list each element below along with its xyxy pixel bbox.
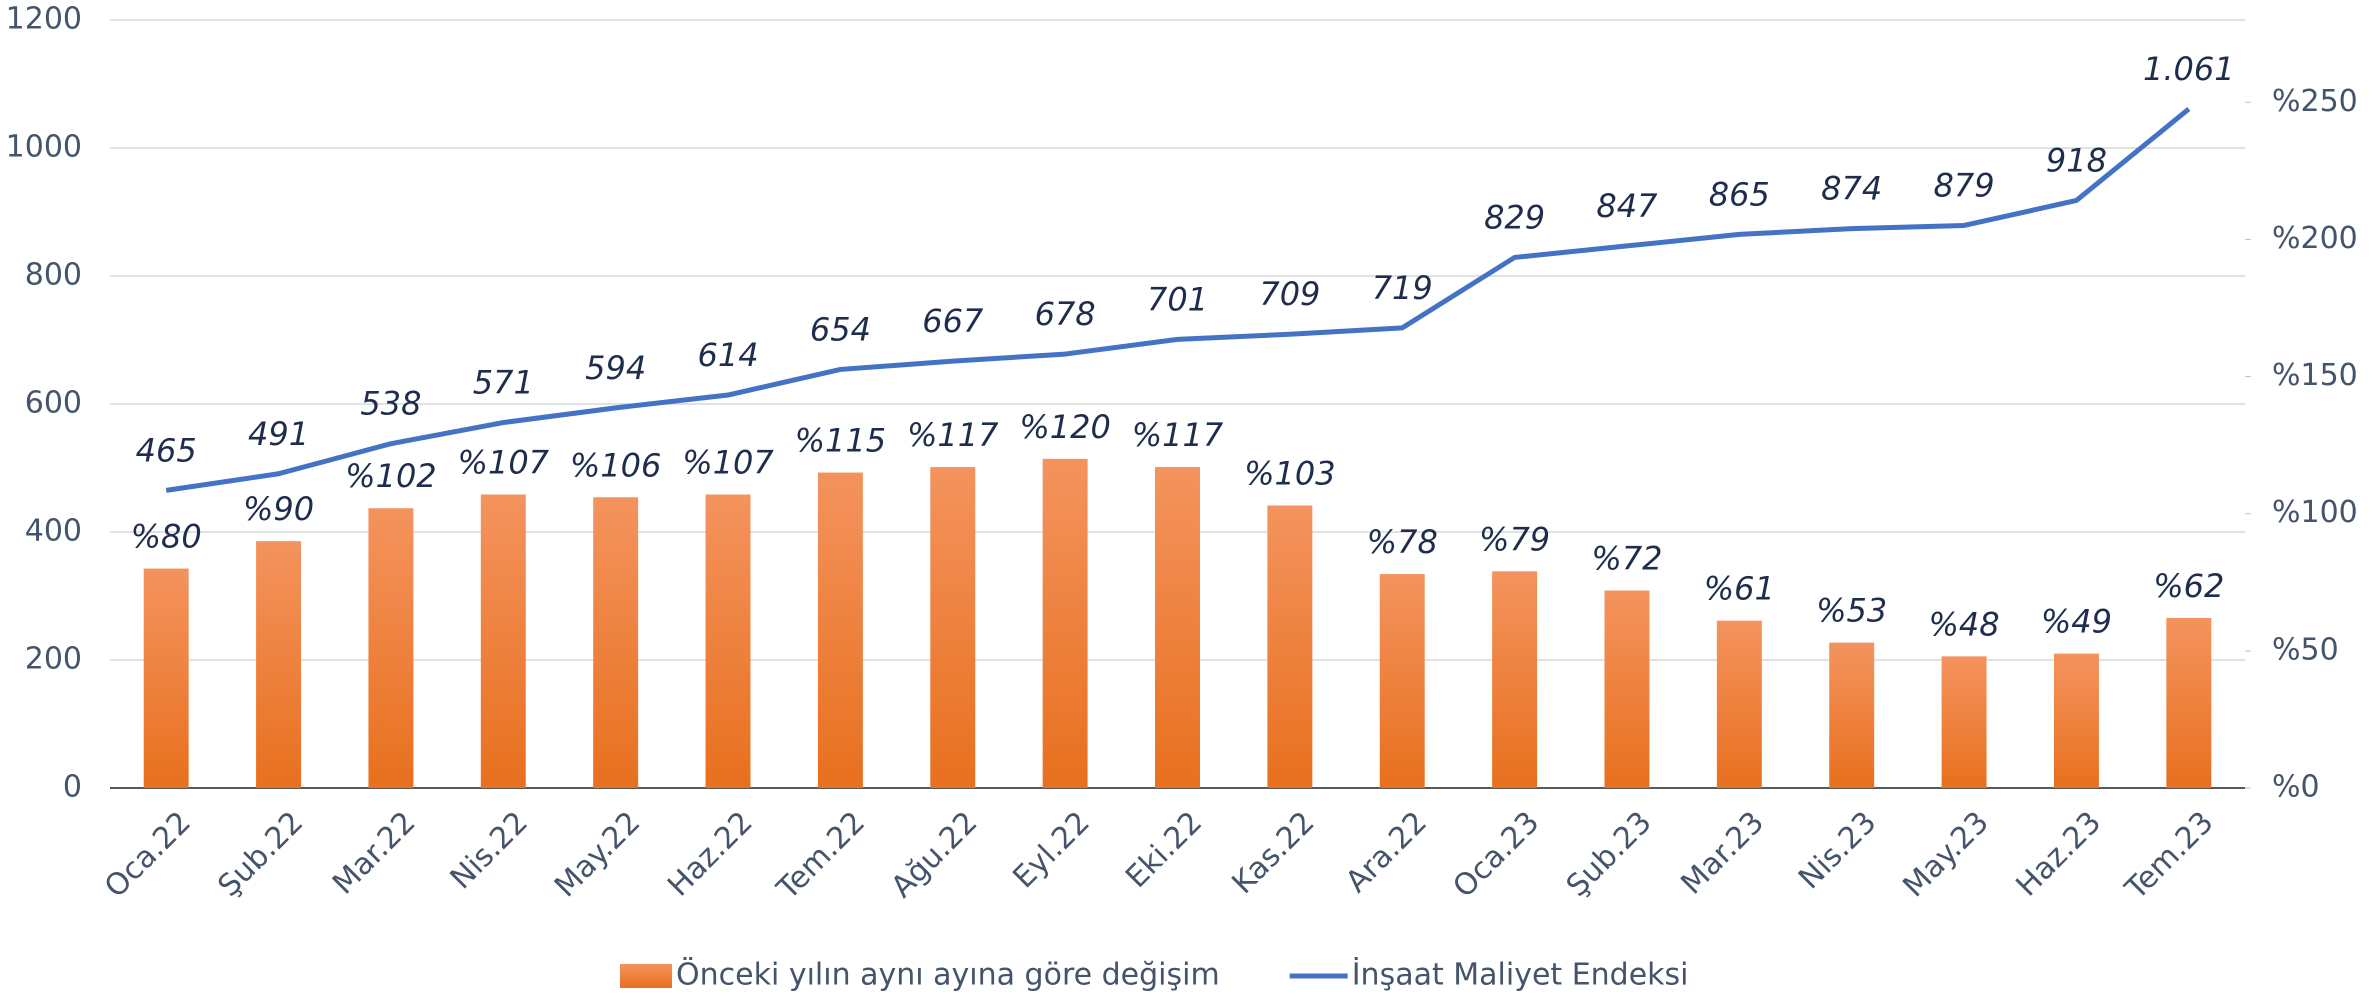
line-value-label: 654 [810, 310, 871, 348]
y2-tick-label: %150 [2272, 358, 2358, 393]
line-value-label: 465 [136, 431, 197, 469]
bar [2053, 653, 2099, 788]
line-value-label: 879 [1934, 166, 1995, 204]
x-tick-label: Haz.22 [661, 805, 760, 904]
x-tick-label: Ara.22 [1339, 805, 1434, 900]
bar [368, 508, 414, 788]
bar-value-label: %120 [1019, 408, 1110, 446]
bar [1829, 642, 1875, 788]
line-value-label: 829 [1484, 198, 1545, 236]
y-tick-label: 0 [63, 770, 82, 805]
x-tick-label: Mar.23 [1674, 805, 1771, 902]
y2-tick-label: %0 [2272, 770, 2320, 805]
bar [256, 541, 302, 788]
y2-tick-label: %100 [2272, 495, 2358, 530]
bar-value-label: %107 [458, 444, 550, 482]
x-tick-label: Haz.23 [2010, 805, 2109, 904]
y-tick-label: 1000 [6, 130, 82, 165]
line-value-label: 614 [697, 336, 758, 374]
bar-value-label: %90 [243, 490, 314, 528]
bar-value-label: %115 [795, 422, 886, 460]
legend-label: Önceki yılın aynı ayına göre değişim [676, 957, 1220, 993]
x-tick-label: May.23 [1896, 805, 1995, 904]
y-tick-label: 1200 [6, 2, 82, 37]
line-value-label: 918 [2046, 141, 2107, 179]
y-tick-label: 400 [25, 514, 82, 549]
x-tick-label: Tem.22 [770, 805, 872, 907]
bar [1155, 467, 1200, 788]
line-value-label: 709 [1259, 275, 1320, 313]
bar [705, 494, 751, 788]
line-value-label: 667 [922, 302, 984, 340]
x-tick-label: Eki.22 [1119, 805, 1209, 895]
bar [1716, 620, 1762, 788]
x-tick-label: Kas.22 [1225, 805, 1321, 901]
y-tick-label: 200 [25, 642, 82, 677]
x-tick-label: Oca.22 [98, 805, 198, 905]
line-value-label: 538 [360, 385, 421, 423]
bar-value-label: %102 [345, 457, 436, 495]
legend-swatch [620, 964, 672, 988]
x-tick-label: Şub.23 [1560, 805, 1659, 904]
line-value-label: 865 [1709, 175, 1770, 213]
bar [1379, 574, 1425, 788]
bar-value-label: %79 [1479, 520, 1550, 558]
x-tick-label: Şub.22 [211, 805, 310, 904]
x-tick-label: May.22 [548, 805, 647, 904]
line-value-label: 719 [1372, 269, 1433, 307]
bar-value-label: %49 [2041, 603, 2112, 641]
bar-value-label: %117 [907, 416, 999, 454]
x-tick-label: Nis.23 [1792, 805, 1883, 896]
line-value-label: 491 [248, 415, 309, 453]
bar [1941, 656, 1987, 788]
bar-value-label: %107 [682, 444, 774, 482]
y2-tick-label: %50 [2272, 632, 2339, 667]
x-tick-label: Tem.23 [2118, 805, 2220, 907]
bar [1604, 590, 1650, 788]
bar-value-label: %103 [1244, 454, 1335, 492]
bar [1042, 458, 1088, 788]
x-tick-label: Eyl.22 [1006, 805, 1096, 895]
bar [480, 494, 526, 788]
bar [1492, 571, 1538, 788]
y2-tick-label: %200 [2272, 221, 2358, 256]
bar-value-label: %72 [1591, 540, 1662, 578]
bar-value-label: %53 [1816, 592, 1887, 630]
bar-value-label: %62 [2153, 567, 2224, 605]
bar [593, 497, 639, 788]
legend-label: İnşaat Maliyet Endeksi [1352, 957, 1689, 993]
line-value-label: 571 [473, 364, 534, 402]
line-value-label: 874 [1821, 170, 1882, 208]
x-tick-label: Mar.22 [326, 805, 423, 902]
bar [143, 568, 189, 788]
bar [1267, 505, 1313, 788]
line-value-label: 594 [585, 349, 646, 387]
bar-value-label: %117 [1132, 416, 1224, 454]
bar-value-label: %80 [131, 518, 202, 556]
line-value-label: 847 [1596, 187, 1658, 225]
bar [817, 472, 863, 788]
bar-value-label: %106 [570, 446, 661, 484]
x-tick-label: Ağu.22 [885, 805, 985, 905]
bar [930, 467, 976, 788]
line-value-label: 678 [1035, 295, 1096, 333]
bar-value-label: %78 [1367, 523, 1438, 561]
x-tick-label: Nis.22 [444, 805, 535, 896]
bar-value-label: %48 [1929, 605, 2000, 643]
bar [2166, 617, 2212, 788]
line [165, 107, 2191, 493]
y2-tick-label: %250 [2272, 84, 2358, 119]
y-tick-label: 600 [25, 386, 82, 421]
bar-value-label: %61 [1704, 570, 1775, 608]
y-tick-label: 800 [25, 258, 82, 293]
x-tick-label: Oca.23 [1446, 805, 1546, 905]
line-value-label: 701 [1147, 280, 1208, 318]
line-value-label: 1.061 [2143, 50, 2235, 88]
